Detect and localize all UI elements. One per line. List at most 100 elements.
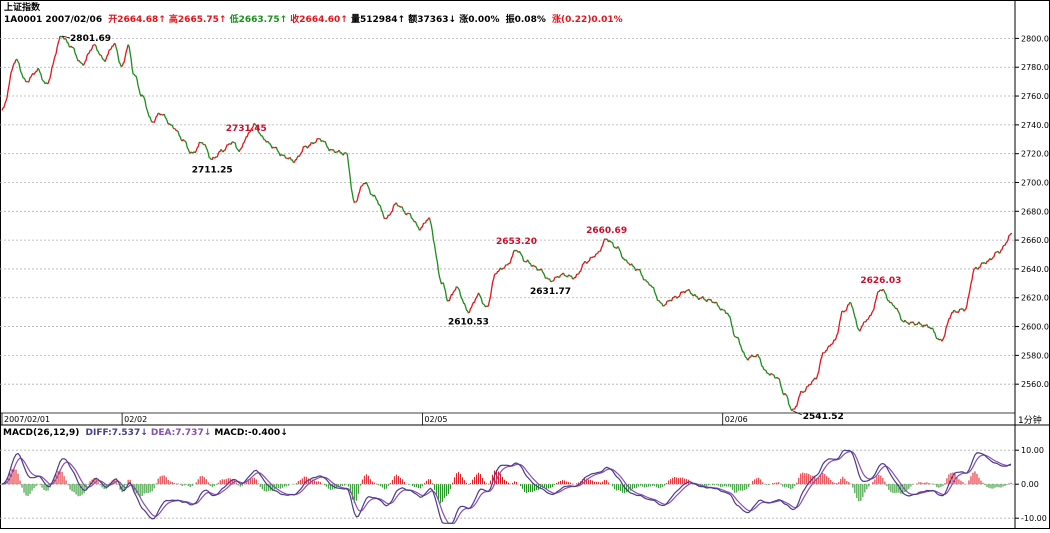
price-segment-down (289, 158, 294, 163)
annotation-label: 2801.69 (70, 34, 111, 44)
price-segment-up (999, 245, 1004, 253)
price-segment-up (154, 113, 158, 123)
price-segment-up (122, 45, 128, 67)
price-segment-up (425, 218, 429, 224)
price-segment-up (573, 274, 578, 279)
price-segment-up (986, 258, 990, 263)
price-segment-up (794, 391, 802, 409)
price-segment-up (329, 149, 331, 151)
price-segment-down (722, 309, 724, 310)
price-segment-down (618, 246, 625, 260)
price-segment-up (803, 392, 804, 393)
price-tick-label: 2640.00 (1021, 265, 1050, 274)
price-segment-down (564, 273, 565, 276)
quote-code-date: 1A0001 2007/02/06 (4, 15, 102, 25)
price-segment-down (646, 280, 647, 282)
price-segment-up (685, 290, 687, 293)
price-segment-up (299, 146, 306, 157)
annotation-label: 2660.69 (586, 226, 627, 236)
date-tick-label: 02/05 (424, 415, 447, 424)
price-segment-up (636, 269, 638, 270)
price-segment-down (626, 260, 628, 263)
price-segment-down (396, 203, 398, 207)
price-segment-down (640, 269, 645, 280)
price-segment-up (579, 262, 586, 275)
price-segment-up (34, 68, 38, 74)
price-segment-down (883, 289, 890, 303)
price-segment-up (587, 257, 591, 264)
price-segment-down (276, 147, 280, 156)
price-tick-label: 2600.00 (1021, 323, 1050, 332)
price-segment-down (142, 95, 152, 123)
price-segment-down (401, 207, 406, 215)
price-segment-up (805, 387, 807, 392)
price-segment-up (770, 374, 771, 376)
price-segment-up (865, 320, 867, 323)
price-segment-down (16, 59, 26, 82)
price-segment-down (703, 296, 707, 302)
macd-name: MACD(26,12,9) (3, 428, 79, 438)
price-segment-up (488, 274, 496, 307)
price-segment-down (273, 147, 274, 148)
price-segment-up (389, 203, 396, 216)
price-segment-down (71, 46, 78, 61)
annotation-label: 2731.45 (226, 124, 267, 134)
price-segment-down (175, 129, 176, 131)
price-segment-down (528, 260, 532, 267)
macd-tick-label: 10.00 (1021, 446, 1044, 455)
price-segment-up (356, 186, 361, 202)
price-layer (2, 36, 1012, 411)
price-tick-label: 2700.00 (1021, 178, 1050, 187)
price-segment-up (469, 293, 479, 313)
price-tick-label: 2680.00 (1021, 207, 1050, 216)
date-tick-label: 02/02 (124, 415, 147, 424)
price-segment-down (442, 283, 447, 301)
price-segment-up (83, 45, 93, 66)
price-segment-down (128, 45, 141, 97)
price-segment-down (738, 337, 748, 360)
price-segment-up (825, 346, 829, 353)
price-segment-up (808, 384, 810, 386)
price-segment-up (223, 145, 227, 153)
price-segment-down (339, 150, 343, 155)
price-segment-down (717, 302, 721, 310)
price-segment-up (313, 143, 314, 145)
price-segment-up (600, 239, 605, 252)
price-tick-label: 2560.00 (1021, 380, 1050, 389)
price-segment-up (666, 301, 668, 305)
quote-amount: 额37363↓ (408, 13, 456, 25)
price-segment-down (322, 141, 324, 142)
price-tick-label: 2620.00 (1021, 294, 1050, 303)
dea-line (2, 452, 1011, 524)
price-segment-down (164, 114, 168, 124)
price-segment-up (844, 311, 845, 312)
price-segment-down (897, 308, 904, 322)
price-segment-down (172, 125, 174, 129)
price-segment-up (195, 142, 200, 153)
price-segment-up (231, 142, 232, 145)
price-segment-up (592, 256, 594, 257)
price-segment-down (262, 136, 264, 140)
price-segment-down (695, 294, 699, 300)
price-tick-label: 2780.00 (1021, 63, 1050, 72)
price-segment-down (202, 142, 204, 145)
price-segment-down (651, 285, 658, 301)
price-segment-down (932, 328, 937, 339)
price-segment-up (228, 144, 229, 146)
price-segment-up (1005, 233, 1012, 245)
price-segment-down (534, 265, 535, 267)
quote-high: 高2665.75↑ (169, 13, 227, 25)
price-segment-down (547, 278, 549, 280)
price-segment-down (569, 275, 573, 279)
price-segment-up (595, 254, 597, 258)
price-segment-up (307, 143, 311, 149)
price-tick-label: 2740.00 (1021, 121, 1050, 130)
price-segment-up (978, 263, 982, 270)
price-segment-up (447, 287, 456, 302)
price-segment-down (79, 60, 81, 63)
annotation-label: 2631.77 (530, 287, 571, 297)
chart-title: 上证指数 (4, 1, 41, 13)
quote-volume: 量512984↑ (351, 13, 405, 25)
price-segment-down (284, 155, 286, 159)
